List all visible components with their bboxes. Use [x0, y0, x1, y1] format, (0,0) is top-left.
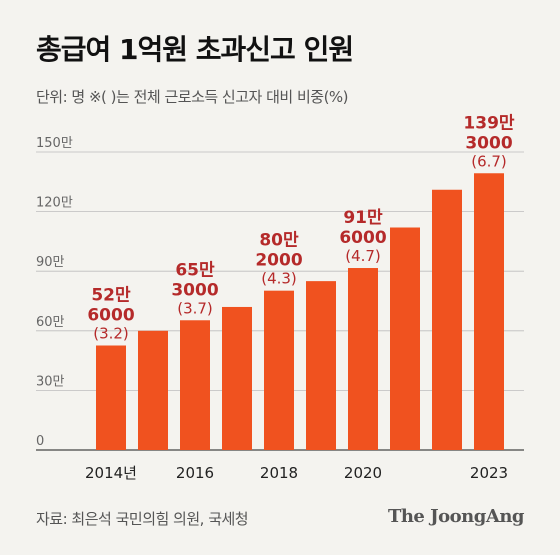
data-label-pct: (4.7) [345, 247, 381, 265]
data-label-value: 80만 [259, 231, 299, 251]
data-label-value: 65만 [175, 260, 215, 280]
chart-title: 총급여 1억원 초과신고 인원 [36, 33, 354, 66]
bar [138, 330, 168, 450]
x-tick-label: 2020 [344, 464, 382, 482]
data-label-value: 52만 [91, 286, 131, 306]
x-tick-label: 2018 [260, 464, 298, 482]
data-label-value: 139만 [463, 113, 514, 133]
bar [390, 227, 420, 450]
x-tick-label: 2023 [470, 464, 508, 482]
data-label-pct: (4.3) [261, 270, 297, 288]
data-label-value: 2000 [255, 251, 302, 271]
x-tick-label: 2014년 [85, 464, 137, 482]
data-label-pct: (3.7) [177, 299, 213, 317]
data-label-pct: (3.2) [93, 325, 129, 343]
y-tick-label: 120만 [36, 196, 73, 211]
bar [180, 320, 210, 450]
chart-subtitle: 단위: 명 ※( )는 전체 근로소득 신고자 대비 비중(%) [36, 88, 349, 106]
bar [222, 306, 252, 450]
data-label-pct: (6.7) [471, 152, 507, 170]
y-tick-label: 30만 [36, 374, 65, 389]
bar [474, 173, 504, 451]
brand-logo: The JoongAng [387, 506, 525, 527]
data-label-value: 3000 [171, 280, 218, 300]
y-axis-ticks: 0 30만 60만 90만 120만 150만 [36, 136, 73, 449]
data-label-value: 6000 [339, 228, 386, 248]
data-label-value: 91만 [343, 208, 383, 228]
y-tick-label: 150만 [36, 136, 73, 151]
y-tick-label: 60만 [36, 315, 65, 330]
bars [96, 173, 504, 451]
bar [348, 268, 378, 450]
bar [432, 189, 462, 450]
data-label-value: 3000 [465, 133, 512, 153]
source-note: 자료: 최은석 국민의힘 의원, 국세청 [36, 510, 249, 528]
bar [264, 290, 294, 450]
y-tick-label: 0 [36, 434, 44, 449]
bar [306, 281, 336, 450]
x-tick-label: 2016 [176, 464, 214, 482]
x-axis-ticks: 2014년 2016 2018 2020 2023 [85, 464, 508, 482]
data-label-value: 6000 [87, 306, 134, 326]
bar [96, 345, 126, 450]
y-tick-label: 90만 [36, 255, 65, 270]
